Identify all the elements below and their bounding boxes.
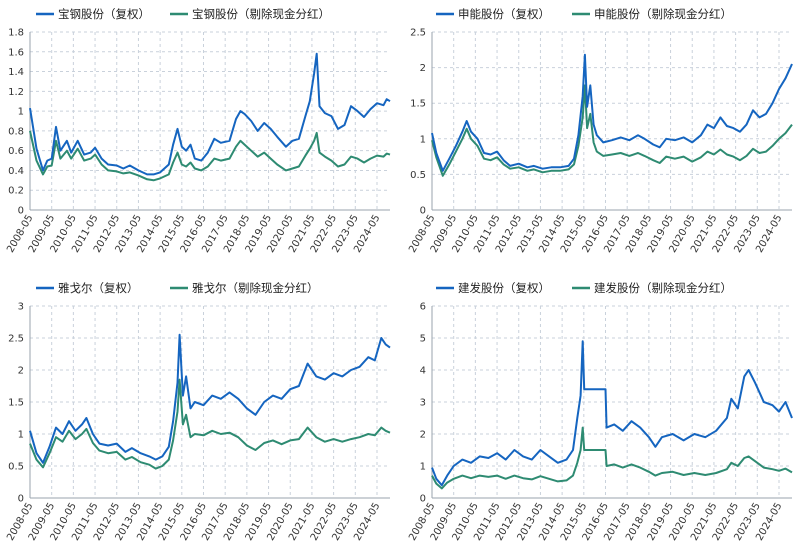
y-tick-label: 0.2 <box>8 186 24 197</box>
y-tick-label: 1 <box>18 430 24 441</box>
y-tick-label: 0 <box>420 494 426 505</box>
y-tick-label: 5 <box>420 334 426 345</box>
y-tick-label: 0.5 <box>8 462 24 473</box>
series-line-total-return <box>431 53 793 172</box>
y-tick-label: 1.8 <box>8 28 24 39</box>
y-tick-label: 2 <box>18 366 24 377</box>
y-tick-label: 0.4 <box>8 166 24 177</box>
legend-label: 雅戈尔（复权） <box>58 281 139 295</box>
y-tick-label: 1.5 <box>8 398 24 409</box>
chart-panel-2: 00.511.522.52008-052009-052010-052011-05… <box>407 7 793 255</box>
series-line-total-return <box>29 52 391 176</box>
y-tick-label: 1.4 <box>8 67 24 78</box>
legend-label: 雅戈尔（剔除现金分红） <box>192 281 319 295</box>
y-tick-label: 0 <box>18 494 24 505</box>
series-line-ex-dividend <box>431 84 793 177</box>
y-tick-label: 6 <box>420 302 426 313</box>
series-line-ex-dividend <box>29 130 391 182</box>
y-tick-label: 2 <box>420 63 426 74</box>
y-tick-label: 1 <box>18 107 24 118</box>
legend-label: 宝钢股份（复权） <box>58 7 150 21</box>
y-tick-label: 2.5 <box>410 28 426 39</box>
series-line-total-return <box>29 333 391 464</box>
legend-label: 申能股份（剔除现金分红） <box>594 7 732 21</box>
legend-label: 宝钢股份（剔除现金分红） <box>192 7 330 21</box>
y-tick-label: 1 <box>420 462 426 473</box>
y-tick-label: 0.6 <box>8 146 24 157</box>
chart-panel-3: 00.511.522.532008-052009-052010-052011-0… <box>5 281 391 542</box>
series-line-total-return <box>431 340 793 487</box>
legend-label: 建发股份（复权） <box>458 281 550 295</box>
y-tick-label: 4 <box>420 366 426 377</box>
series-line-ex-dividend <box>431 426 793 490</box>
y-tick-label: 3 <box>18 302 24 313</box>
y-tick-label: 0 <box>420 206 426 217</box>
chart-panel-1: 00.20.40.60.811.21.41.61.82008-052009-05… <box>5 7 391 255</box>
y-tick-label: 1 <box>420 134 426 145</box>
y-tick-label: 3 <box>420 398 426 409</box>
series-line-ex-dividend <box>29 378 391 470</box>
y-tick-label: 0.5 <box>410 170 426 181</box>
y-tick-label: 0.8 <box>8 126 24 137</box>
y-tick-label: 1.6 <box>8 47 24 58</box>
chart-panel-4: 01234562008-052009-052010-052011-052012-… <box>407 281 793 542</box>
legend-label: 申能股份（复权） <box>458 7 550 21</box>
legend-label: 建发股份（剔除现金分红） <box>594 281 732 295</box>
y-tick-label: 0 <box>18 206 24 217</box>
y-tick-label: 1.2 <box>8 87 24 98</box>
y-tick-label: 1.5 <box>410 99 426 110</box>
y-tick-label: 2 <box>420 430 426 441</box>
y-tick-label: 2.5 <box>8 334 24 345</box>
